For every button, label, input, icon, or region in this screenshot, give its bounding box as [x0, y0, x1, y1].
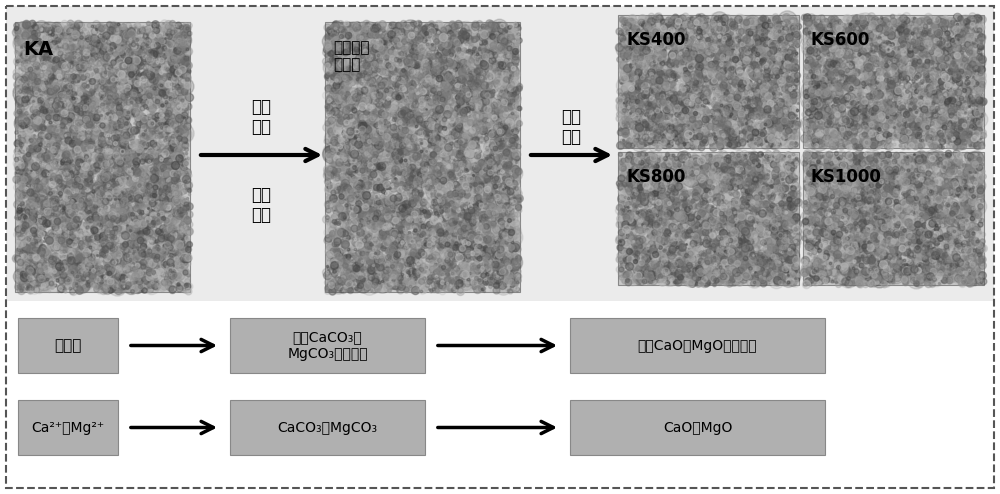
Bar [570, 400, 825, 455]
Text: CaCO₃和MgCO₃: CaCO₃和MgCO₃ [277, 420, 378, 435]
Bar [230, 400, 425, 455]
Bar [325, 22, 520, 292]
Bar [6, 6, 994, 301]
Text: Ca²⁺和Mg²⁺: Ca²⁺和Mg²⁺ [31, 420, 105, 435]
Bar [18, 318, 118, 373]
Text: CaO和MgO: CaO和MgO [663, 420, 732, 435]
Text: KA: KA [23, 40, 53, 59]
Text: 浸渍海水
干燥后: 浸渍海水 干燥后 [333, 40, 370, 73]
Text: 负载CaO和MgO的吸附剂: 负载CaO和MgO的吸附剂 [638, 338, 757, 353]
Bar [803, 15, 984, 148]
Text: KS400: KS400 [626, 31, 686, 49]
Bar [570, 318, 825, 373]
Text: 高温
锻烧: 高温 锻烧 [562, 108, 582, 146]
Bar [803, 152, 984, 285]
Text: 高岭土: 高岭土 [54, 338, 82, 353]
Bar [230, 318, 425, 373]
Text: KS600: KS600 [811, 31, 870, 49]
Bar [618, 152, 799, 285]
Text: 负载CaCO₃和
MgCO₃的高岭土: 负载CaCO₃和 MgCO₃的高岭土 [287, 330, 368, 361]
Text: KS1000: KS1000 [811, 168, 882, 186]
Bar [15, 22, 190, 292]
Bar [18, 400, 118, 455]
Text: 分离
干燥: 分离 干燥 [252, 186, 272, 224]
Bar [618, 15, 799, 148]
Text: 浸渍
海水: 浸渍 海水 [252, 98, 272, 136]
Text: KS800: KS800 [626, 168, 685, 186]
